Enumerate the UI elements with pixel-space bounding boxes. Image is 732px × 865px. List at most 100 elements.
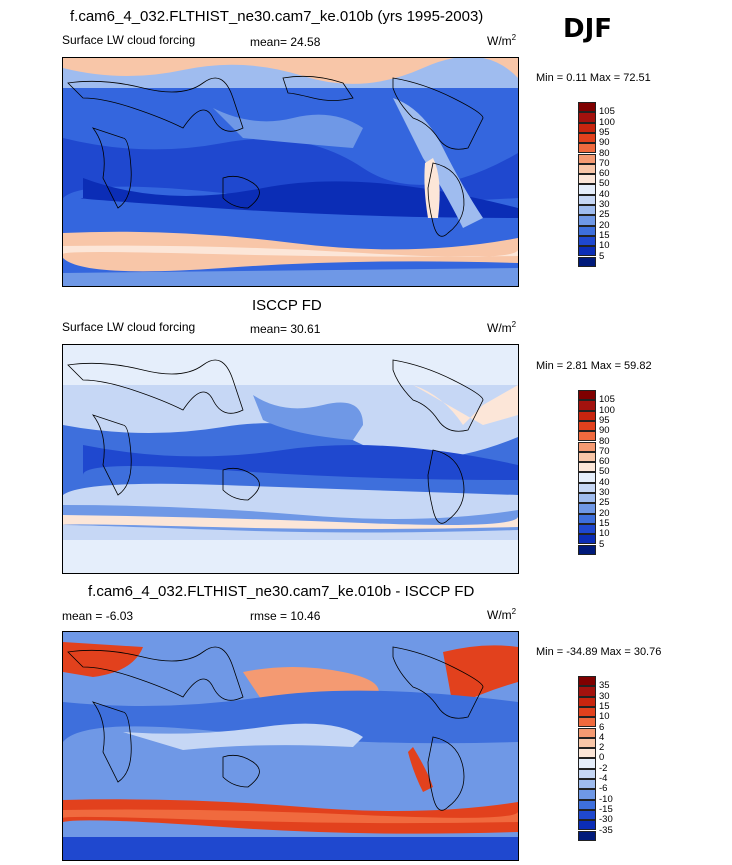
colorbar-cell <box>578 544 596 555</box>
colorbar-tick-label: 50 <box>599 178 610 190</box>
colorbar-tick-label: 6 <box>599 721 605 733</box>
colorbar-cell <box>578 472 596 483</box>
colorbar-tick-label: 60 <box>599 456 610 468</box>
colorbar-tick-label: 25 <box>599 497 610 509</box>
panel-1-variable-label: Surface LW cloud forcing <box>62 33 196 47</box>
panel-3-title: f.cam6_4_032.FLTHIST_ne30.cam7_ke.010b -… <box>88 583 475 600</box>
colorbar-tick-label: 4 <box>599 731 605 743</box>
colorbar-tick-label: 60 <box>599 168 610 180</box>
colorbar-cell <box>578 112 596 123</box>
colorbar-cell <box>578 534 596 545</box>
colorbar-cell <box>578 789 596 800</box>
colorbar-tick-label: 10 <box>599 711 610 723</box>
colorbar-cell <box>578 503 596 514</box>
colorbar-tick-label: 90 <box>599 425 610 437</box>
colorbar-tick-label: 25 <box>599 209 610 221</box>
colorbar-cell <box>578 809 596 821</box>
panel-3-map <box>62 631 519 861</box>
colorbar-cell <box>578 493 596 504</box>
panel-3-mean-label: mean = -6.03 <box>62 609 134 623</box>
colorbar-cell <box>578 779 596 790</box>
panel-3-minmax: Min = -34.89 Max = 30.76 <box>536 646 662 658</box>
colorbar-tick-label: 2 <box>599 742 605 754</box>
colorbar-tick-label: -2 <box>599 762 608 774</box>
colorbar-cell <box>578 410 596 421</box>
colorbar-tick-label: 15 <box>599 700 610 712</box>
colorbar-tick-label: 70 <box>599 157 610 169</box>
colorbar-cell <box>578 523 596 535</box>
colorbar-cell <box>578 194 596 205</box>
colorbar-cell <box>578 820 596 831</box>
panel-1-title: f.cam6_4_032.FLTHIST_ne30.cam7_ke.010b (… <box>70 8 484 25</box>
panel-2-units: W/m2 <box>487 320 517 335</box>
colorbar-tick-label: 100 <box>599 116 615 128</box>
colorbar-cell <box>578 153 596 164</box>
colorbar-cell <box>578 706 596 718</box>
colorbar-tick-label: -30 <box>599 814 613 826</box>
panel-1-units: W/m2 <box>487 33 517 48</box>
colorbar-tick-label: -35 <box>599 824 613 836</box>
colorbar-cell <box>578 143 596 154</box>
colorbar-cell <box>578 513 596 524</box>
colorbar-cell <box>578 215 596 226</box>
colorbar-tick-label: 95 <box>599 414 610 426</box>
colorbar-tick-label: 95 <box>599 126 610 138</box>
colorbar-cell <box>578 163 596 175</box>
colorbar-tick-label: -6 <box>599 783 608 795</box>
colorbar-cell <box>578 482 596 493</box>
colorbar-cell <box>578 256 596 267</box>
colorbar-tick-label: 10 <box>599 240 610 252</box>
colorbar-tick-label: 105 <box>599 106 615 118</box>
colorbar-cell <box>578 799 596 810</box>
colorbar-cell <box>578 451 596 463</box>
panel-1-field <box>63 58 518 286</box>
panel-1-colorbar: 105 100 95 90 80 70 60 50 40 30 25 20 15 10 5 <box>578 102 638 277</box>
panel-2-title: ISCCP FD <box>252 297 322 314</box>
colorbar-cell <box>578 102 596 113</box>
panel-1-map <box>62 57 519 287</box>
panel-3-rmse-label: rmse = 10.46 <box>250 609 321 623</box>
colorbar-tick-label: 70 <box>599 445 610 457</box>
panel-3-colorbar: 35 30 15 10 6 4 2 0 -2 -4 -6 -10 -15 -30 -35 <box>578 676 638 851</box>
colorbar-tick-label: 20 <box>599 507 610 519</box>
colorbar-tick-label: 80 <box>599 435 610 447</box>
colorbar-cell <box>578 420 596 432</box>
colorbar-tick-label: 20 <box>599 219 610 231</box>
colorbar-cell <box>578 768 596 779</box>
colorbar-cell <box>578 246 596 257</box>
colorbar-cell <box>578 205 596 216</box>
colorbar-cell <box>578 174 596 185</box>
colorbar-cell <box>578 686 596 697</box>
colorbar-tick-label: 15 <box>599 517 610 529</box>
colorbar-tick-label: 15 <box>599 229 610 241</box>
colorbar-tick-label: 0 <box>599 752 605 764</box>
colorbar-tick-label: 40 <box>599 476 610 488</box>
panel-2-field <box>63 345 518 573</box>
colorbar-tick-label: 90 <box>599 137 610 149</box>
colorbar-tick-label: 40 <box>599 188 610 200</box>
colorbar-cell <box>578 390 596 401</box>
colorbar-tick-label: 100 <box>599 404 615 416</box>
panel-1-minmax: Min = 0.11 Max = 72.51 <box>536 72 651 84</box>
colorbar-tick-label: 5 <box>599 250 605 262</box>
panel-3-units: W/m2 <box>487 607 517 622</box>
colorbar-cell <box>578 122 596 133</box>
colorbar-tick-label: -15 <box>599 803 613 815</box>
colorbar-cell <box>578 400 596 411</box>
panel-2-mean-label: mean= 30.61 <box>250 322 321 336</box>
colorbar-tick-label: 30 <box>599 199 610 210</box>
colorbar-tick-label: 10 <box>599 528 610 540</box>
colorbar-tick-label: 30 <box>599 487 610 498</box>
season-label: DJF <box>563 14 613 44</box>
colorbar-tick-label: 80 <box>599 147 610 159</box>
colorbar-cell <box>578 225 596 236</box>
colorbar-cell <box>578 737 596 749</box>
colorbar-cell <box>578 748 596 759</box>
colorbar-cell <box>578 830 596 841</box>
colorbar-tick-label: 50 <box>599 466 610 478</box>
colorbar-cell <box>578 462 596 473</box>
colorbar-tick-label: 35 <box>599 680 610 692</box>
panel-2-map <box>62 344 519 574</box>
colorbar-cell <box>578 727 596 738</box>
colorbar-cell <box>578 235 596 247</box>
